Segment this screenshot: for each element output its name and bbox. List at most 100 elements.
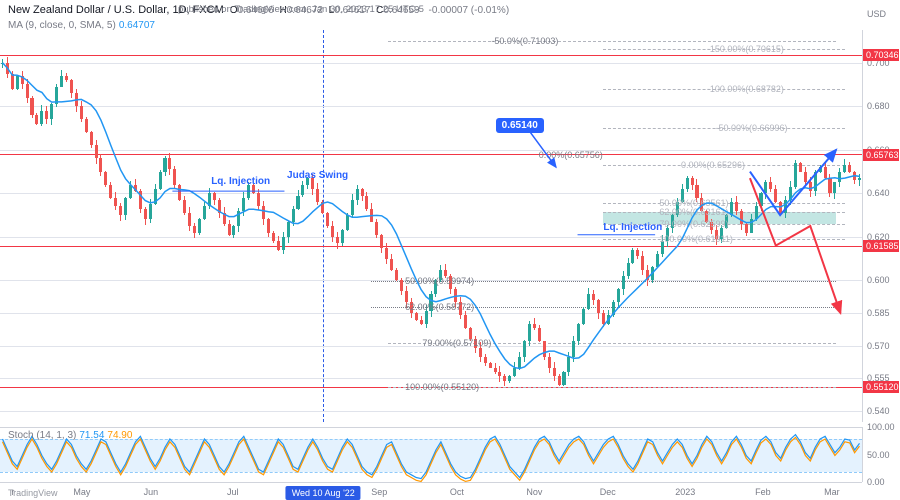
fib-label: -50.00%(0.66996): [715, 123, 787, 133]
candle-body: [740, 211, 743, 224]
candle-body: [562, 372, 565, 385]
candle-body: [356, 189, 359, 200]
candle-body: [799, 163, 802, 172]
candle-body: [124, 198, 127, 215]
candle-body: [454, 289, 457, 302]
x-tick: Mar: [824, 487, 840, 497]
candle-body: [415, 313, 418, 320]
candle-body: [814, 172, 817, 192]
candle-body: [90, 132, 93, 145]
candle-body: [237, 211, 240, 226]
x-tick: Nov: [526, 487, 542, 497]
fib-line: [388, 41, 836, 42]
candle-body: [168, 158, 171, 169]
candle-body: [277, 241, 280, 250]
fib-label: -150.00%(0.70615): [707, 44, 784, 54]
candle-body: [257, 193, 260, 206]
candle-body: [824, 167, 827, 178]
x-tick: Feb: [755, 487, 771, 497]
candle-body: [425, 311, 428, 324]
candle-body: [70, 80, 73, 93]
candle-body: [774, 189, 777, 202]
candle-body: [326, 213, 329, 226]
candle-body: [656, 254, 659, 267]
annotation-label[interactable]: Lq. Injection: [603, 222, 662, 233]
price-badge: 0.55120: [863, 381, 899, 393]
candle-body: [11, 74, 14, 89]
candle-body: [301, 185, 304, 196]
candle-body: [26, 84, 29, 97]
stoch-panel[interactable]: Stoch (14, 1, 3)71.5474.90: [0, 427, 862, 482]
candle-body: [6, 63, 9, 74]
candle-body: [750, 219, 753, 232]
sr-line[interactable]: [0, 55, 862, 56]
candle-body: [65, 76, 68, 80]
annotation-label[interactable]: Judas Swing: [287, 170, 348, 181]
candle-body: [213, 193, 216, 200]
gridline: [0, 63, 862, 64]
candle-body: [385, 248, 388, 259]
candle-body: [40, 111, 43, 124]
x-axis: rMayJunJulAugSepOctNovDec2023FebMarWed 1…: [0, 482, 862, 500]
candle-body: [513, 368, 516, 377]
candle-body: [282, 237, 285, 250]
candle-body: [617, 289, 620, 302]
stoch-band-line: [0, 472, 862, 473]
sr-line[interactable]: [0, 154, 862, 155]
candle-body: [16, 76, 19, 89]
x-tick: Jul: [227, 487, 239, 497]
candle-body: [779, 202, 782, 213]
price-badge: 0.61585: [863, 240, 899, 252]
candle-body: [178, 185, 181, 200]
fib-label: 0.00%(0.65756): [539, 150, 603, 160]
candle-body: [50, 104, 53, 119]
candle-wick: [2, 59, 3, 68]
candle-body: [35, 115, 38, 124]
y-tick-sub: 100.00: [867, 422, 895, 432]
candle-body: [267, 219, 270, 232]
stoch-band: [0, 439, 862, 472]
candle-body: [292, 209, 295, 222]
candle-body: [109, 185, 112, 198]
candle-body: [203, 206, 206, 219]
candle-body: [523, 341, 526, 356]
candle-body: [420, 320, 423, 324]
price-callout[interactable]: 0.65140: [496, 118, 544, 133]
candle-body: [858, 178, 861, 180]
candle-body: [183, 200, 186, 213]
candle-body: [819, 167, 822, 171]
fib-label: 62.00%(0.58772): [405, 302, 474, 312]
candle-body: [198, 219, 201, 232]
candle-body: [597, 300, 600, 313]
candle-body: [691, 178, 694, 185]
y-tick: 0.540: [867, 406, 890, 416]
candle-body: [582, 309, 585, 324]
candle-body: [636, 250, 639, 257]
fib-label: 50.00%(0.59974): [405, 276, 474, 286]
candle-body: [336, 237, 339, 244]
candle-body: [331, 226, 334, 237]
price-chart[interactable]: -50.0%(0.71003)0.00%(0.65756)50.00%(0.59…: [0, 30, 862, 422]
candle-body: [400, 280, 403, 291]
candle-body: [809, 182, 812, 191]
x-tick: Oct: [450, 487, 464, 497]
ma-indicator-label: MA (9, close, 0, SMA, 5)0.64707: [8, 20, 155, 31]
candle-body: [646, 270, 649, 281]
candle-body: [272, 233, 275, 242]
fib-label: 79.00%(0.57109): [422, 338, 491, 348]
candle-body: [828, 178, 831, 193]
y-tick: 0.570: [867, 341, 890, 351]
candle-body: [193, 226, 196, 233]
candle-body: [85, 119, 88, 132]
watermark: TradingView: [8, 488, 58, 498]
candle-body: [149, 204, 152, 219]
candle-body: [759, 193, 762, 206]
annotation-label[interactable]: Lq. Injection: [211, 176, 270, 187]
y-tick: 0.585: [867, 308, 890, 318]
sr-line[interactable]: [0, 246, 862, 247]
x-tick: Sep: [371, 487, 387, 497]
candle-body: [558, 376, 561, 385]
vertical-marker: [323, 30, 324, 422]
fib-label: 100.00%(0.55120): [405, 382, 479, 392]
candle-body: [99, 158, 102, 171]
